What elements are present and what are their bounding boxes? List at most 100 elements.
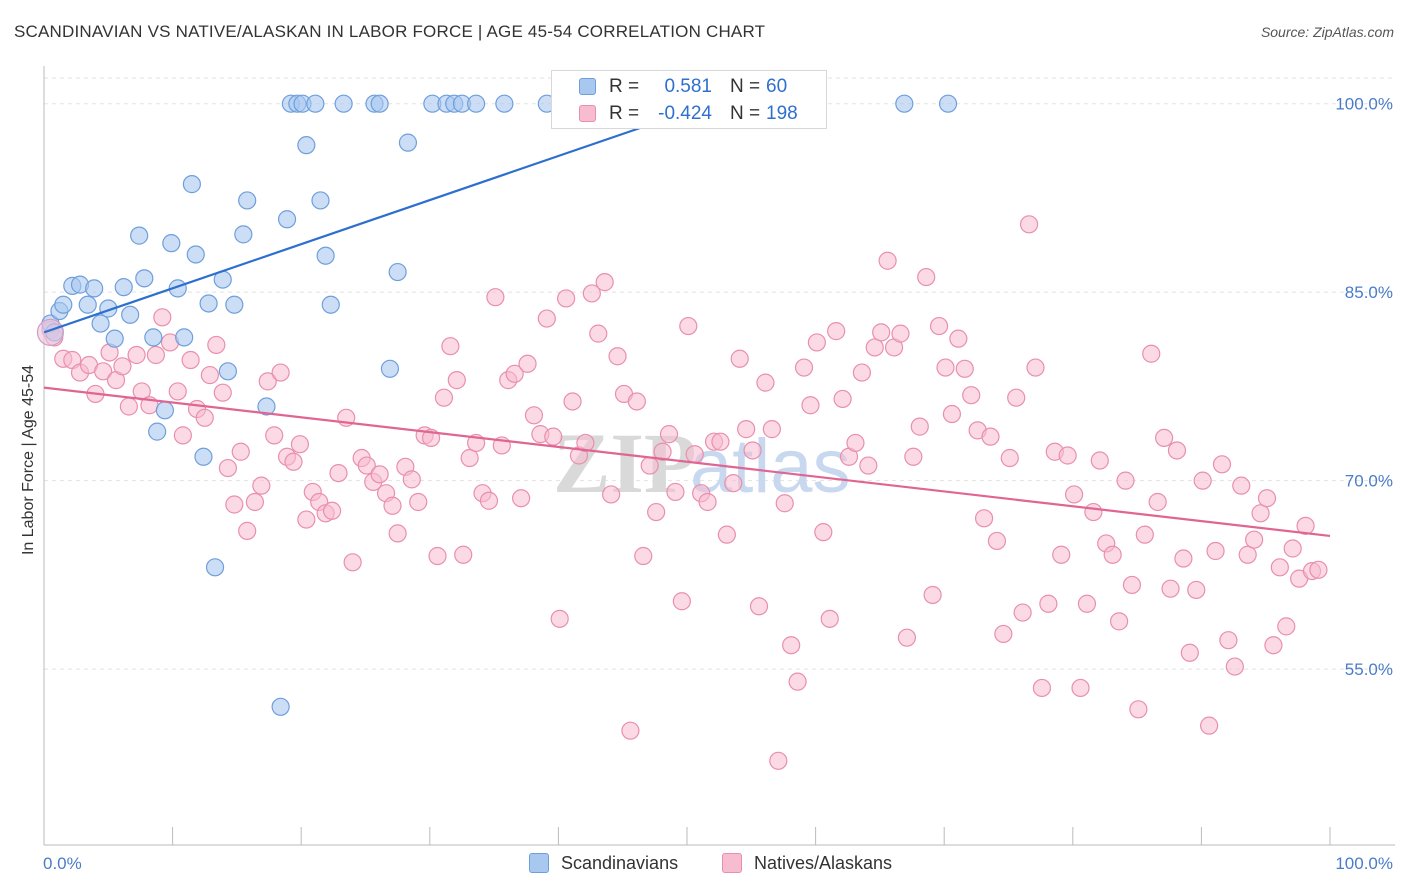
natives-point	[505, 364, 524, 383]
scandinavians-point	[334, 94, 353, 113]
natives-point	[486, 288, 505, 307]
natives-point	[814, 523, 833, 542]
scandinavians-point	[91, 314, 110, 333]
natives-point	[1212, 455, 1232, 474]
natives-point	[672, 592, 691, 611]
natives-point	[1135, 525, 1154, 544]
natives-point	[388, 524, 407, 543]
x-tick-label-max: 100.0%	[1335, 854, 1393, 873]
scandinavians-point	[175, 328, 194, 347]
natives-point	[627, 392, 646, 411]
scandinavians-point	[54, 295, 73, 314]
n-value: 198	[766, 103, 798, 124]
natives-point	[1103, 545, 1122, 564]
natives-point	[1077, 594, 1097, 613]
natives-point	[640, 456, 659, 475]
natives-point	[994, 624, 1013, 644]
natives-point	[225, 495, 244, 514]
bottom-legend-natives[interactable]: Natives/Alaskans	[722, 852, 942, 876]
natives-point	[698, 492, 717, 512]
natives-point	[576, 433, 595, 453]
natives-point	[258, 372, 277, 391]
natives-point	[383, 496, 402, 515]
trend-lines	[43, 97, 1331, 538]
natives-point	[329, 463, 348, 483]
natives-point	[479, 491, 499, 510]
natives-point	[563, 392, 582, 411]
natives-point	[454, 545, 473, 564]
natives-point	[231, 442, 250, 461]
scandinavians-point	[297, 136, 316, 155]
natives-point	[1155, 428, 1174, 448]
correlation-legend: R = 0.581 N = 60 R = -0.424 N = 198	[551, 70, 827, 129]
natives-point	[1084, 502, 1103, 522]
natives-point	[788, 672, 807, 691]
natives-point	[653, 442, 672, 461]
natives-point	[595, 273, 614, 292]
x-tick-label-min: 0.0%	[43, 854, 82, 873]
bottom-legend-scandinavians[interactable]: Scandinavians	[529, 852, 729, 876]
n-label: N =	[730, 103, 761, 124]
natives-point	[949, 329, 968, 348]
scandinavians-point	[321, 295, 340, 314]
scandinavians-point	[311, 191, 330, 210]
natives-point	[119, 397, 138, 416]
natives-point	[290, 435, 310, 454]
scandinavians-point	[238, 191, 257, 210]
natives-point	[1032, 678, 1052, 698]
natives-point	[955, 359, 974, 378]
natives-point	[872, 323, 891, 342]
natives-point	[987, 531, 1007, 551]
natives-point	[1000, 448, 1019, 468]
r-label: R =	[609, 103, 640, 124]
natives-point	[962, 386, 981, 405]
y-tick-label: 55.0%	[1345, 660, 1393, 679]
natives-point	[460, 448, 479, 468]
natives-point	[409, 492, 428, 512]
natives-point	[981, 427, 1000, 446]
natives-point	[730, 349, 749, 368]
natives-point	[917, 267, 936, 287]
natives-point	[647, 502, 666, 522]
natives-point	[749, 597, 769, 616]
natives-point	[820, 609, 839, 628]
natives-point	[252, 476, 271, 495]
natives-point	[1058, 446, 1077, 465]
natives-point	[447, 371, 466, 390]
scandinavians-point	[194, 447, 213, 466]
natives-point	[737, 420, 756, 439]
natives-point	[685, 445, 704, 464]
legend-row-scandinavians: R = 0.581 N = 60	[552, 74, 826, 100]
natives-point	[1148, 492, 1167, 512]
natives-point	[589, 324, 608, 343]
overlap-point	[36, 318, 65, 346]
natives-point	[370, 465, 389, 484]
natives-point	[181, 350, 200, 370]
natives-point	[512, 489, 531, 508]
natives-point	[518, 354, 537, 373]
natives-point	[762, 420, 781, 439]
r-value: 0.581	[664, 76, 712, 97]
natives-point	[846, 433, 865, 453]
scandinavians-point	[155, 401, 174, 420]
natives-point	[357, 456, 376, 475]
scandinavians-point	[380, 359, 400, 378]
natives-point	[1245, 530, 1264, 549]
natives-point	[94, 362, 113, 381]
natives-point	[878, 251, 897, 270]
natives-point	[621, 721, 640, 740]
natives-point	[1277, 617, 1296, 636]
natives-point	[207, 335, 226, 355]
natives-point	[441, 337, 460, 356]
natives-point	[245, 492, 265, 512]
scandinavians-point	[495, 94, 514, 113]
scandinavians-point	[370, 94, 389, 113]
natives-point	[1090, 451, 1109, 470]
natives-point	[891, 324, 910, 343]
natives-point	[284, 452, 303, 471]
scandinavians-point	[234, 225, 253, 244]
natives-point	[1283, 539, 1302, 558]
natives-point	[1109, 612, 1129, 631]
chart-title: SCANDINAVIAN VS NATIVE/ALASKAN IN LABOR …	[14, 22, 766, 41]
